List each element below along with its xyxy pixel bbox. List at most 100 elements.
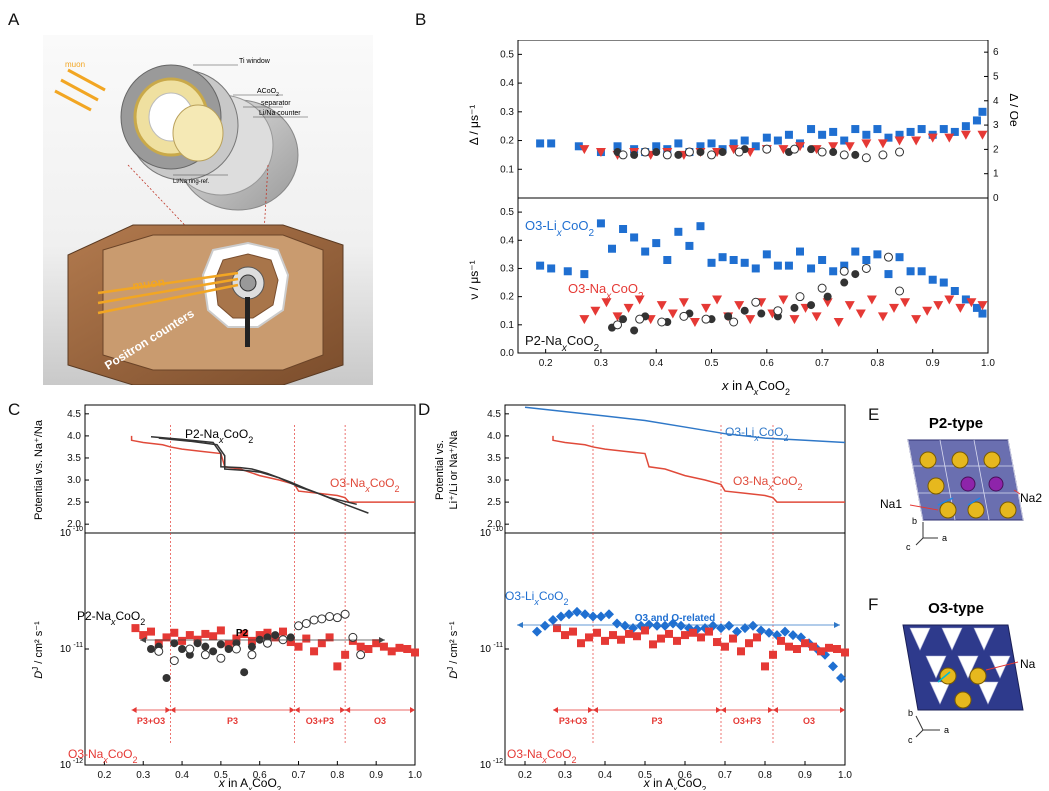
chart-b-bottom-series-2-point — [851, 270, 860, 279]
chart-b-right-ytick-label: 0 — [993, 193, 999, 204]
chart-b-top-series-3-point — [839, 150, 849, 160]
chart-b-bottom-series-0-point — [961, 295, 970, 304]
chart-b-top-series-2-point — [829, 148, 838, 157]
chart-c-bottom-series-0-point — [356, 642, 365, 651]
chart-b-top-ytick-label: 0.1 — [500, 164, 514, 175]
chart-b-bottom-ytick-label: 0.1 — [500, 320, 514, 331]
chart-b-top-series-0-point — [547, 139, 556, 148]
chart-d-bottom-series-1-point — [657, 634, 665, 643]
o3-structure — [902, 624, 1024, 711]
chart-b-top-series-3-point — [878, 150, 888, 160]
chart-c-bottom-ytick-exp: -12 — [73, 758, 83, 765]
chart-c-bottom-series-0-point — [178, 636, 187, 645]
chart-c-bottom-series-1-point — [162, 674, 171, 682]
panel-e-title: P2-type — [929, 415, 983, 432]
chart-d-phase-arrow — [773, 707, 778, 713]
chart-d-bottom-series-1-point — [825, 643, 833, 652]
chart-b-bottom-series-0-point — [641, 247, 650, 256]
acoo2-label: ACoO2 — [257, 88, 279, 98]
chart-b-xtick-label: 0.9 — [926, 358, 940, 369]
chart-b-top-series-0-point — [652, 142, 661, 151]
chart-d-bottom-series-0-point — [604, 609, 614, 620]
chart-b-top-yticks: 0.1 0.2 0.3 0.4 0.5 — [500, 49, 522, 175]
chart-d-phase-arrow — [593, 707, 598, 713]
chart-c-bottom-series-0-point — [395, 643, 404, 652]
chart-d-phase-arrow — [553, 707, 558, 713]
chart-b-bottom-series-1-point — [656, 301, 667, 311]
chart-b-bottom-series-3-point — [657, 317, 667, 327]
chart-b-top-series-0-point — [950, 127, 959, 136]
na1-label: Na1 — [880, 497, 902, 511]
chart-d-xtick-label: 0.3 — [558, 770, 572, 781]
chart-b-xlabel: x in AxCoO2 — [721, 378, 790, 395]
chart-b-top-series-3-point — [817, 147, 827, 157]
chart-d-phase-label: O3+P3 — [733, 716, 761, 726]
chart-c-bottom-ytick-label: 10 — [60, 644, 72, 655]
na-label: Na — [1020, 657, 1036, 671]
chart-c-xtick-label: 0.9 — [369, 770, 383, 781]
chart-b-top-ytick-label: 0.4 — [500, 78, 514, 89]
chart-b-bottom-series-3-point — [773, 306, 783, 316]
chart-b-bottom-series-1-point — [811, 312, 822, 322]
chart-d-bottom-ytick-label: 10 — [480, 528, 492, 539]
chart-b-top-series-0-point — [939, 125, 948, 134]
chart-b-bottom-series-2-point — [619, 315, 628, 324]
chart-b-bottom-series-0-point — [939, 278, 948, 287]
chart-d-label-li-bottom: O3-LixCoO2 — [505, 589, 569, 607]
chart-d-phase-o3: O3 and O-related — [635, 613, 716, 624]
chart-b-bottom-series-1-point — [911, 315, 922, 325]
chart-c-xtick-label: 0.6 — [253, 770, 267, 781]
chart-c-bottom-series-0-point — [201, 629, 210, 638]
chart-c-phase-guides — [170, 425, 346, 745]
chart-b-bottom-ylabel: ν / μs⁻¹ — [467, 260, 481, 299]
chart-d-label-li-top: O3-LixCoO2 — [725, 425, 789, 443]
chart-b-top-ylabel: Δ / μs⁻¹ — [467, 105, 481, 146]
chart-d-top-yticks: 2.0 2.5 3.0 3.5 4.0 4.5 — [487, 409, 509, 530]
chart-b-top-series-1-point — [595, 148, 606, 158]
chart-b-bottom-series-0-point — [580, 270, 589, 279]
chart-b-top-series-0-point — [740, 136, 749, 145]
chart-b-top-series-0-point — [895, 130, 904, 139]
chart-d-top-ytick-label: 3.0 — [487, 475, 501, 486]
chart-c-bottom-series-1-point — [147, 645, 155, 653]
chart-c-xtick-label: 0.2 — [97, 770, 111, 781]
chart-b-bottom-series-1-point — [855, 309, 866, 319]
chart-c-phase-arrow — [165, 707, 171, 713]
chart-b-bottom-series-0-point — [630, 233, 639, 242]
chart-d-bottom-series-1-point — [713, 638, 721, 647]
chart-b-top-series-0-point — [674, 139, 683, 148]
chart-b-top-series-0-point — [707, 139, 716, 148]
chart-c-bottom-series-1-point — [170, 639, 179, 648]
chart-d-bottom-series-1-point — [577, 639, 585, 648]
chart-b-bottom-series-2-point — [840, 278, 849, 287]
chart-d-bottom-series-1-point — [833, 645, 841, 653]
chart-c-bottom-series-2-point — [309, 615, 319, 625]
chart-b-bottom-series-0-point — [685, 241, 694, 250]
chart-c-top-ytick-label: 2.5 — [67, 497, 81, 508]
chart-b-top-series-1-point — [579, 145, 590, 155]
chart-d-bottom-series-0-point — [748, 620, 758, 631]
chart-c-xtick-label: 1.0 — [408, 770, 422, 781]
chart-b-bottom-series-2-point — [790, 303, 799, 312]
chart-d-top-series-0 — [524, 406, 846, 444]
chart-b-bottom-series-1-point — [612, 312, 623, 322]
panel-letter-f: F — [868, 595, 879, 614]
chart-d-bottom-ytick-exp: -12 — [493, 758, 503, 765]
chart-d-xtick-label: 0.8 — [758, 770, 772, 781]
chart-b-xtick-label: 0.5 — [705, 358, 719, 369]
chart-b-bottom-series-0-point — [696, 222, 705, 231]
chart-b-bottom-series-1-point — [667, 309, 678, 319]
o3-axes — [915, 715, 940, 738]
chart-d-bottom-series-1-point — [761, 662, 769, 671]
chart-c-bottom-series-1-point — [209, 647, 218, 656]
chart-c-phase-arrow — [289, 707, 295, 713]
chart-d-phase-arrow — [588, 707, 593, 713]
chart-b-frame — [517, 40, 989, 354]
chart-d-bottom-series-0-point — [540, 620, 550, 631]
chart-c-bottom-ytick-exp: -11 — [73, 642, 83, 649]
chart-c-phase-label: P3+O3 — [137, 716, 165, 726]
chart-c-bottom-series-1-point — [216, 640, 225, 649]
chart-c-label-p2-top: P2-NaxCoO2 — [185, 427, 253, 445]
